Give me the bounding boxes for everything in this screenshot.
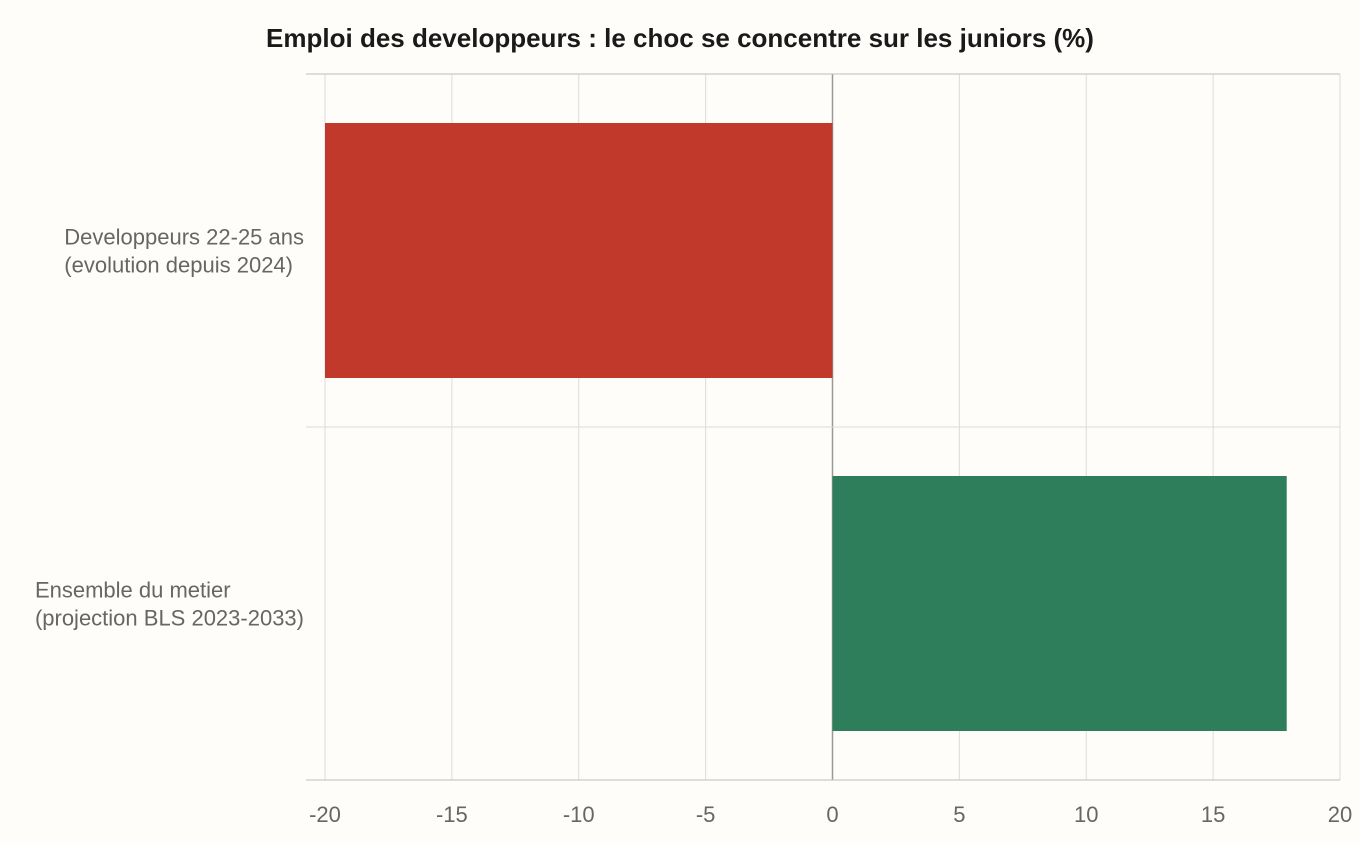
axis-layer: -20 -15 -10 -5 0 5 10 15 20	[309, 802, 1352, 827]
x-tick-label-8: 20	[1328, 802, 1352, 827]
x-tick-label-4: 0	[826, 802, 838, 827]
bar-0	[325, 123, 833, 378]
category-label-line: (projection BLS 2023-2033)	[35, 606, 304, 631]
x-tick-label-2: -10	[563, 802, 595, 827]
x-tick-label-5: 5	[953, 802, 965, 827]
category-label-1: Ensemble du metier (projection BLS 2023-2…	[35, 578, 304, 631]
x-tick-label-7: 15	[1201, 802, 1225, 827]
labels-layer: Developpeurs 22-25 ans (evolution depuis …	[35, 225, 304, 631]
category-label-line: Ensemble du metier	[35, 578, 231, 603]
bars-layer	[325, 123, 1287, 731]
x-tick-label-6: 10	[1074, 802, 1098, 827]
category-label-line: Developpeurs 22-25 ans	[64, 225, 304, 250]
chart-title: Emploi des developpeurs : le choc se con…	[266, 23, 1094, 53]
x-tick-label-3: -5	[696, 802, 716, 827]
category-label-line: (evolution depuis 2024)	[64, 253, 293, 278]
x-tick-label-1: -15	[436, 802, 468, 827]
x-tick-label-0: -20	[309, 802, 341, 827]
bar-1	[832, 476, 1287, 731]
category-label-0: Developpeurs 22-25 ans (evolution depuis …	[64, 225, 304, 278]
